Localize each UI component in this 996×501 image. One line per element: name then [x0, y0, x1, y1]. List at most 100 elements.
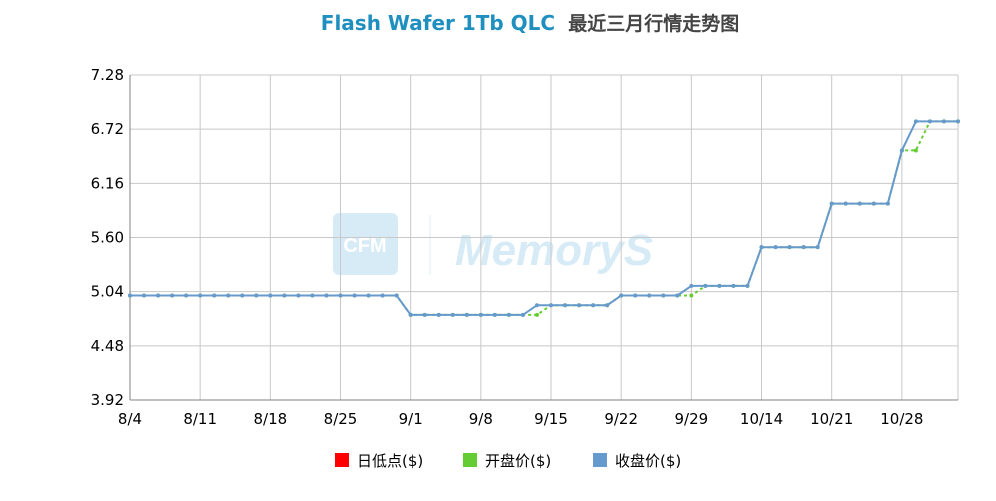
data-point-2 [506, 312, 511, 317]
y-tick-label: 6.16 [91, 174, 124, 192]
x-tick-label: 8/4 [118, 410, 142, 428]
watermark-brand-text: MemoryS [455, 226, 653, 275]
legend: 日低点($) 开盘价($) 收盘价($) [335, 452, 681, 470]
data-point-2 [198, 293, 203, 298]
data-point-2 [534, 303, 539, 308]
data-point-2 [296, 293, 301, 298]
data-point-2 [282, 293, 287, 298]
data-point-1 [534, 312, 539, 317]
x-tick-label: 9/15 [534, 410, 568, 428]
data-point-2 [268, 293, 273, 298]
data-point-2 [731, 283, 736, 288]
data-point-2 [857, 201, 862, 206]
data-point-2 [212, 293, 217, 298]
data-point-2 [591, 303, 596, 308]
y-tick-label: 5.04 [91, 283, 124, 301]
data-point-2 [156, 293, 161, 298]
data-point-2 [675, 293, 680, 298]
data-point-2 [605, 303, 610, 308]
data-point-2 [324, 293, 329, 298]
data-point-2 [563, 303, 568, 308]
legend-swatch [463, 453, 477, 467]
data-point-2 [885, 201, 890, 206]
data-point-2 [254, 293, 259, 298]
data-point-2 [436, 312, 441, 317]
data-point-2 [647, 293, 652, 298]
data-point-2 [549, 303, 554, 308]
data-point-2 [843, 201, 848, 206]
chart-title-cn: 最近三月行情走势图 [568, 12, 739, 35]
data-point-2 [633, 293, 638, 298]
data-point-2 [801, 245, 806, 250]
data-point-2 [422, 312, 427, 317]
x-tick-label: 8/18 [253, 410, 287, 428]
watermark-logo-box [333, 213, 398, 275]
data-point-2 [464, 312, 469, 317]
series-layer [128, 119, 960, 317]
data-point-2 [717, 283, 722, 288]
data-point-2 [941, 119, 946, 124]
data-point-2 [408, 312, 413, 317]
data-point-2 [394, 293, 399, 298]
data-point-2 [689, 283, 694, 288]
data-point-2 [871, 201, 876, 206]
data-point-2 [520, 312, 525, 317]
data-point-1 [913, 148, 918, 153]
data-point-2 [380, 293, 385, 298]
data-point-2 [703, 283, 708, 288]
data-point-2 [240, 293, 245, 298]
data-point-2 [661, 293, 666, 298]
data-point-2 [927, 119, 932, 124]
y-tick-label: 7.28 [91, 66, 124, 84]
legend-label: 开盘价($) [485, 452, 551, 470]
data-point-2 [478, 312, 483, 317]
x-tick-label: 10/14 [740, 410, 783, 428]
chart-title: Flash Wafer 1Tb QLC 最近三月行情走势图 [321, 11, 739, 35]
data-point-2 [492, 312, 497, 317]
x-tick-label: 10/28 [880, 410, 923, 428]
data-point-2 [773, 245, 778, 250]
data-point-2 [338, 293, 343, 298]
data-point-2 [128, 293, 132, 298]
grid-layer [129, 74, 959, 401]
data-point-2 [787, 245, 792, 250]
data-point-2 [170, 293, 175, 298]
legend-swatch [335, 453, 349, 467]
x-tick-label: 8/25 [324, 410, 358, 428]
x-tick-label: 10/21 [810, 410, 853, 428]
x-tick-label: 8/11 [183, 410, 217, 428]
chart-title-en: Flash Wafer 1Tb QLC [321, 11, 555, 35]
data-point-2 [899, 148, 904, 153]
x-tick-label: 9/29 [675, 410, 709, 428]
data-point-2 [745, 283, 750, 288]
legend-label: 收盘价($) [615, 452, 681, 470]
series-line-1 [130, 120, 958, 316]
data-point-2 [226, 293, 231, 298]
axis-layer: 7.28 6.72 6.16 5.60 5.04 4.48 3.928/4 8/11 8/18 8… [91, 66, 958, 428]
y-tick-label: 4.48 [91, 337, 124, 355]
y-tick-label: 6.72 [91, 120, 124, 138]
data-point-2 [450, 312, 455, 317]
legend-swatch [593, 453, 607, 467]
y-tick-label: 5.60 [91, 229, 124, 247]
data-point-2 [310, 293, 315, 298]
data-point-2 [366, 293, 371, 298]
x-tick-label: 9/22 [604, 410, 638, 428]
x-tick-label: 9/8 [469, 410, 493, 428]
data-point-1 [689, 293, 694, 298]
data-point-2 [815, 245, 820, 250]
data-point-2 [619, 293, 624, 298]
data-point-2 [829, 201, 834, 206]
watermark-logo: CFM MemoryS [333, 213, 653, 275]
data-point-2 [142, 293, 147, 298]
y-tick-label: 3.92 [91, 391, 124, 409]
data-point-2 [913, 119, 918, 124]
data-point-2 [577, 303, 582, 308]
x-tick-label: 9/1 [399, 410, 423, 428]
series-line-2 [130, 120, 958, 316]
watermark-logo-text: CFM [343, 235, 386, 257]
data-point-2 [184, 293, 189, 298]
data-point-2 [352, 293, 357, 298]
data-point-2 [759, 245, 764, 250]
